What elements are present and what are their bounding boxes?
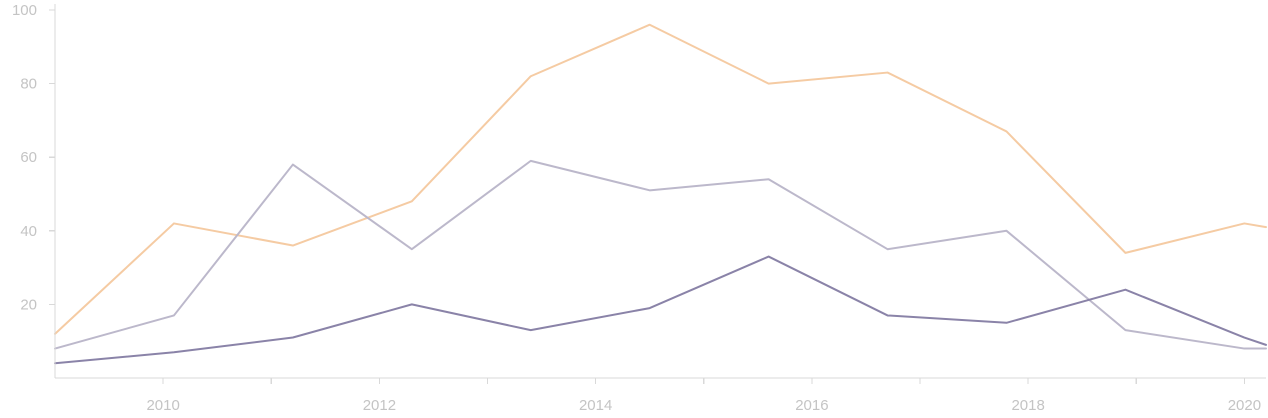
y-tick-label: 100	[12, 2, 37, 19]
series-layer	[54, 23, 1267, 365]
y-axis-ticks: 20 40 60 80 100	[12, 2, 55, 313]
x-axis-ticks: 2010 2012 2014 2016 2018 2020	[146, 378, 1261, 414]
series-line-2	[54, 159, 1267, 350]
series-line-3	[54, 255, 1267, 365]
x-tick-label: 2016	[795, 397, 828, 414]
y-tick-label: 80	[20, 76, 37, 93]
series-line-1	[54, 23, 1267, 335]
x-tick-label: 2010	[146, 397, 179, 414]
x-tick-label: 2014	[579, 397, 612, 414]
y-tick-label: 60	[20, 149, 37, 166]
x-tick-label: 2012	[363, 397, 396, 414]
x-tick-label: 2018	[1011, 397, 1044, 414]
y-tick-label: 40	[20, 223, 37, 240]
y-tick-label: 20	[20, 296, 37, 313]
x-tick-label: 2020	[1228, 397, 1261, 414]
